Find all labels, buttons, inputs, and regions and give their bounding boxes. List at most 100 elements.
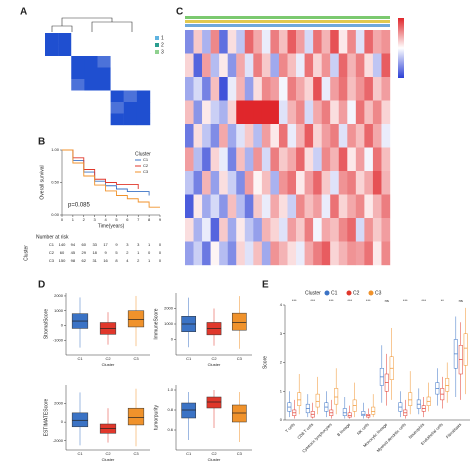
heatmap-cell [219, 241, 228, 266]
y-tick-label: 1000 [164, 321, 174, 326]
x-axis-label: Cluster [102, 457, 115, 462]
heatmap-cell [372, 30, 382, 54]
heatmap-cell [296, 100, 305, 125]
heatmap-cell [313, 100, 322, 125]
heatmap-cell [244, 30, 254, 54]
heatmap-cell [253, 53, 263, 78]
x-axis-label: Cluster [208, 362, 221, 367]
heatmap-cell [287, 53, 297, 78]
y-tick-label: 1.00 [51, 147, 60, 152]
heatmap-cell [227, 147, 237, 172]
y-axis-label: StromalScore [43, 309, 49, 340]
y-tick-label: 0 [61, 323, 64, 328]
heatmap-cell [261, 147, 271, 172]
x-tick-label: NK cells [356, 422, 370, 436]
significance: ns [385, 298, 389, 303]
heatmap-cell [202, 124, 211, 148]
heatmap-cell [244, 53, 254, 78]
heatmap-cell [84, 44, 98, 57]
heatmap-cell [330, 124, 339, 148]
heatmap-cell [185, 147, 194, 172]
heatmap-cell [219, 77, 228, 101]
heatmap-cell [304, 171, 314, 195]
heatmap-cell [313, 77, 322, 101]
heatmap-cell [227, 218, 237, 242]
heatmap-cell [84, 90, 98, 103]
heatmap-cell [136, 113, 151, 126]
heatmap-cell [347, 53, 357, 78]
heatmap-cell [321, 147, 331, 172]
heatmap-cell [210, 30, 220, 54]
heatmap-cell [236, 124, 245, 148]
heatmap-cell [110, 67, 124, 80]
x-tick-label: Neutrophils [407, 422, 425, 440]
heatmap-cell [136, 90, 151, 103]
y-axis-label: Score [262, 356, 268, 369]
box [347, 412, 352, 418]
heatmap-cell [270, 241, 280, 266]
significance: *** [366, 298, 371, 303]
heatmap-cell [71, 67, 85, 80]
risk-count: 0 [159, 250, 162, 255]
risk-count: 62 [82, 258, 87, 263]
heatmap-cell [321, 194, 331, 219]
heatmap-cell [45, 79, 59, 91]
heatmap-cell [270, 53, 280, 78]
heatmap-cell [253, 77, 263, 101]
heatmap-cell [136, 33, 151, 45]
heatmap-cell [110, 102, 124, 114]
y-tick-label: 0 [280, 417, 283, 422]
heatmap-cell [244, 77, 254, 101]
x-tick-label: C3 [237, 356, 243, 361]
box [463, 333, 468, 366]
heatmap-cell [330, 218, 339, 242]
heatmap-cell [330, 30, 339, 54]
heatmap-cell [313, 53, 322, 78]
heatmap-cell [219, 53, 228, 78]
y-tick-label: 2000 [164, 306, 174, 311]
heatmap-cell [321, 124, 331, 148]
heatmap-cell [381, 100, 391, 125]
y-tick-label: 2000 [54, 401, 64, 406]
heatmap-cell [364, 100, 374, 125]
heatmap-cell [321, 30, 331, 54]
significance: *** [329, 298, 334, 303]
heatmap-cell [304, 124, 314, 148]
heatmap-cell [253, 30, 263, 54]
heatmap-cell [84, 33, 98, 45]
panel-label: D [38, 280, 45, 291]
heatmap-cell [296, 124, 305, 148]
risk-count: 31 [92, 258, 97, 263]
heatmap-cell [355, 218, 365, 242]
risk-count: 150 [59, 258, 66, 263]
heatmap-cell [84, 102, 98, 114]
y-axis-label: ESTIMATEScore [43, 398, 49, 436]
heatmap-cell [330, 77, 339, 101]
heatmap-cell [364, 194, 374, 219]
heatmap-cell [58, 113, 72, 126]
heatmap-cell [123, 113, 138, 126]
heatmap-cell [270, 100, 280, 125]
x-tick-label: B lineage [336, 421, 352, 437]
box [206, 396, 222, 409]
heatmap-cell [219, 171, 228, 195]
heatmap-cell [193, 147, 203, 172]
heatmap-cell [202, 30, 211, 54]
heatmap-cell [381, 124, 391, 148]
heatmap-cell [97, 102, 111, 114]
heatmap-cell [278, 77, 288, 101]
heatmap-cell [97, 44, 111, 57]
heatmap-cell [381, 171, 391, 195]
heatmap-cell [185, 30, 194, 54]
heatmap-cell [244, 124, 254, 148]
heatmap-cell [321, 77, 331, 101]
heatmap-cell [227, 124, 237, 148]
heatmap-cell [355, 171, 365, 195]
y-tick-label: 0.6 [167, 427, 173, 432]
heatmap-cell [193, 241, 203, 266]
heatmap-cell [296, 241, 305, 266]
heatmap-cell [338, 77, 348, 101]
heatmap-cell [45, 56, 59, 68]
heatmap-cell [219, 194, 228, 219]
heatmap-cell [296, 171, 305, 195]
